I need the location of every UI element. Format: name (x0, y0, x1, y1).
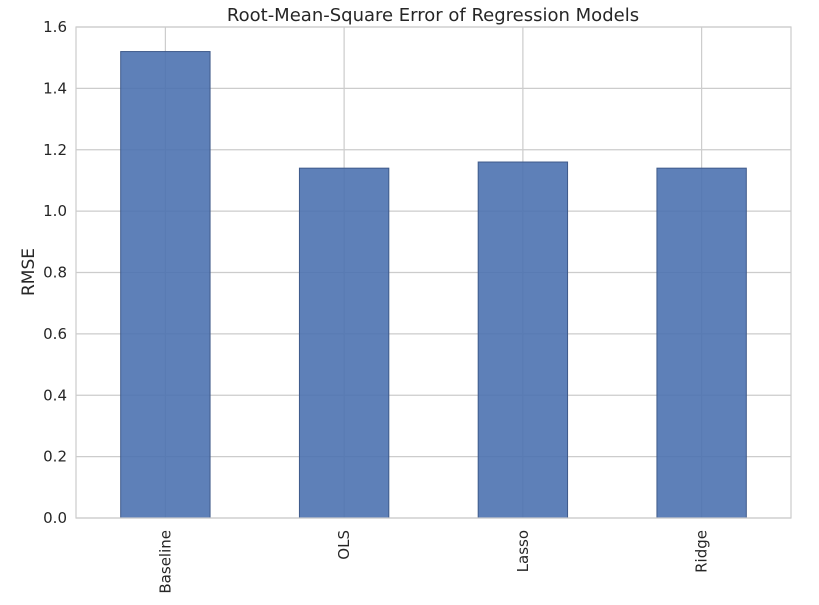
y-tick-labels: 0.0 0.2 0.4 0.6 0.8 1.0 1.2 1.4 1.6 (43, 18, 67, 527)
x-tick-label: OLS (335, 530, 353, 560)
y-tick-label: 1.6 (43, 18, 67, 36)
bar-ridge (656, 167, 747, 519)
y-tick-label: 1.2 (43, 141, 67, 159)
bar-ols (298, 167, 390, 519)
bar-lasso (477, 161, 569, 519)
y-tick-label: 1.4 (43, 79, 67, 97)
x-tick-labels: Baseline OLS Lasso Ridge (156, 530, 710, 594)
y-tick-label: 0.0 (43, 509, 67, 527)
y-tick-label: 0.8 (43, 264, 67, 282)
x-tick-label: Lasso (514, 530, 532, 572)
bar-layer (120, 51, 747, 519)
plot-frame (75, 26, 792, 519)
x-tick-label: Ridge (693, 530, 711, 573)
bar-baseline (120, 51, 211, 519)
y-tick-label: 1.0 (43, 202, 67, 220)
x-tick-label: Baseline (156, 530, 174, 594)
y-tick-label: 0.4 (43, 386, 67, 404)
y-tick-label: 0.2 (43, 448, 67, 466)
chart-title: Root-Mean-Square Error of Regression Mod… (227, 5, 639, 26)
y-tick-label: 0.6 (43, 325, 67, 343)
y-axis-label: RMSE (19, 248, 39, 296)
